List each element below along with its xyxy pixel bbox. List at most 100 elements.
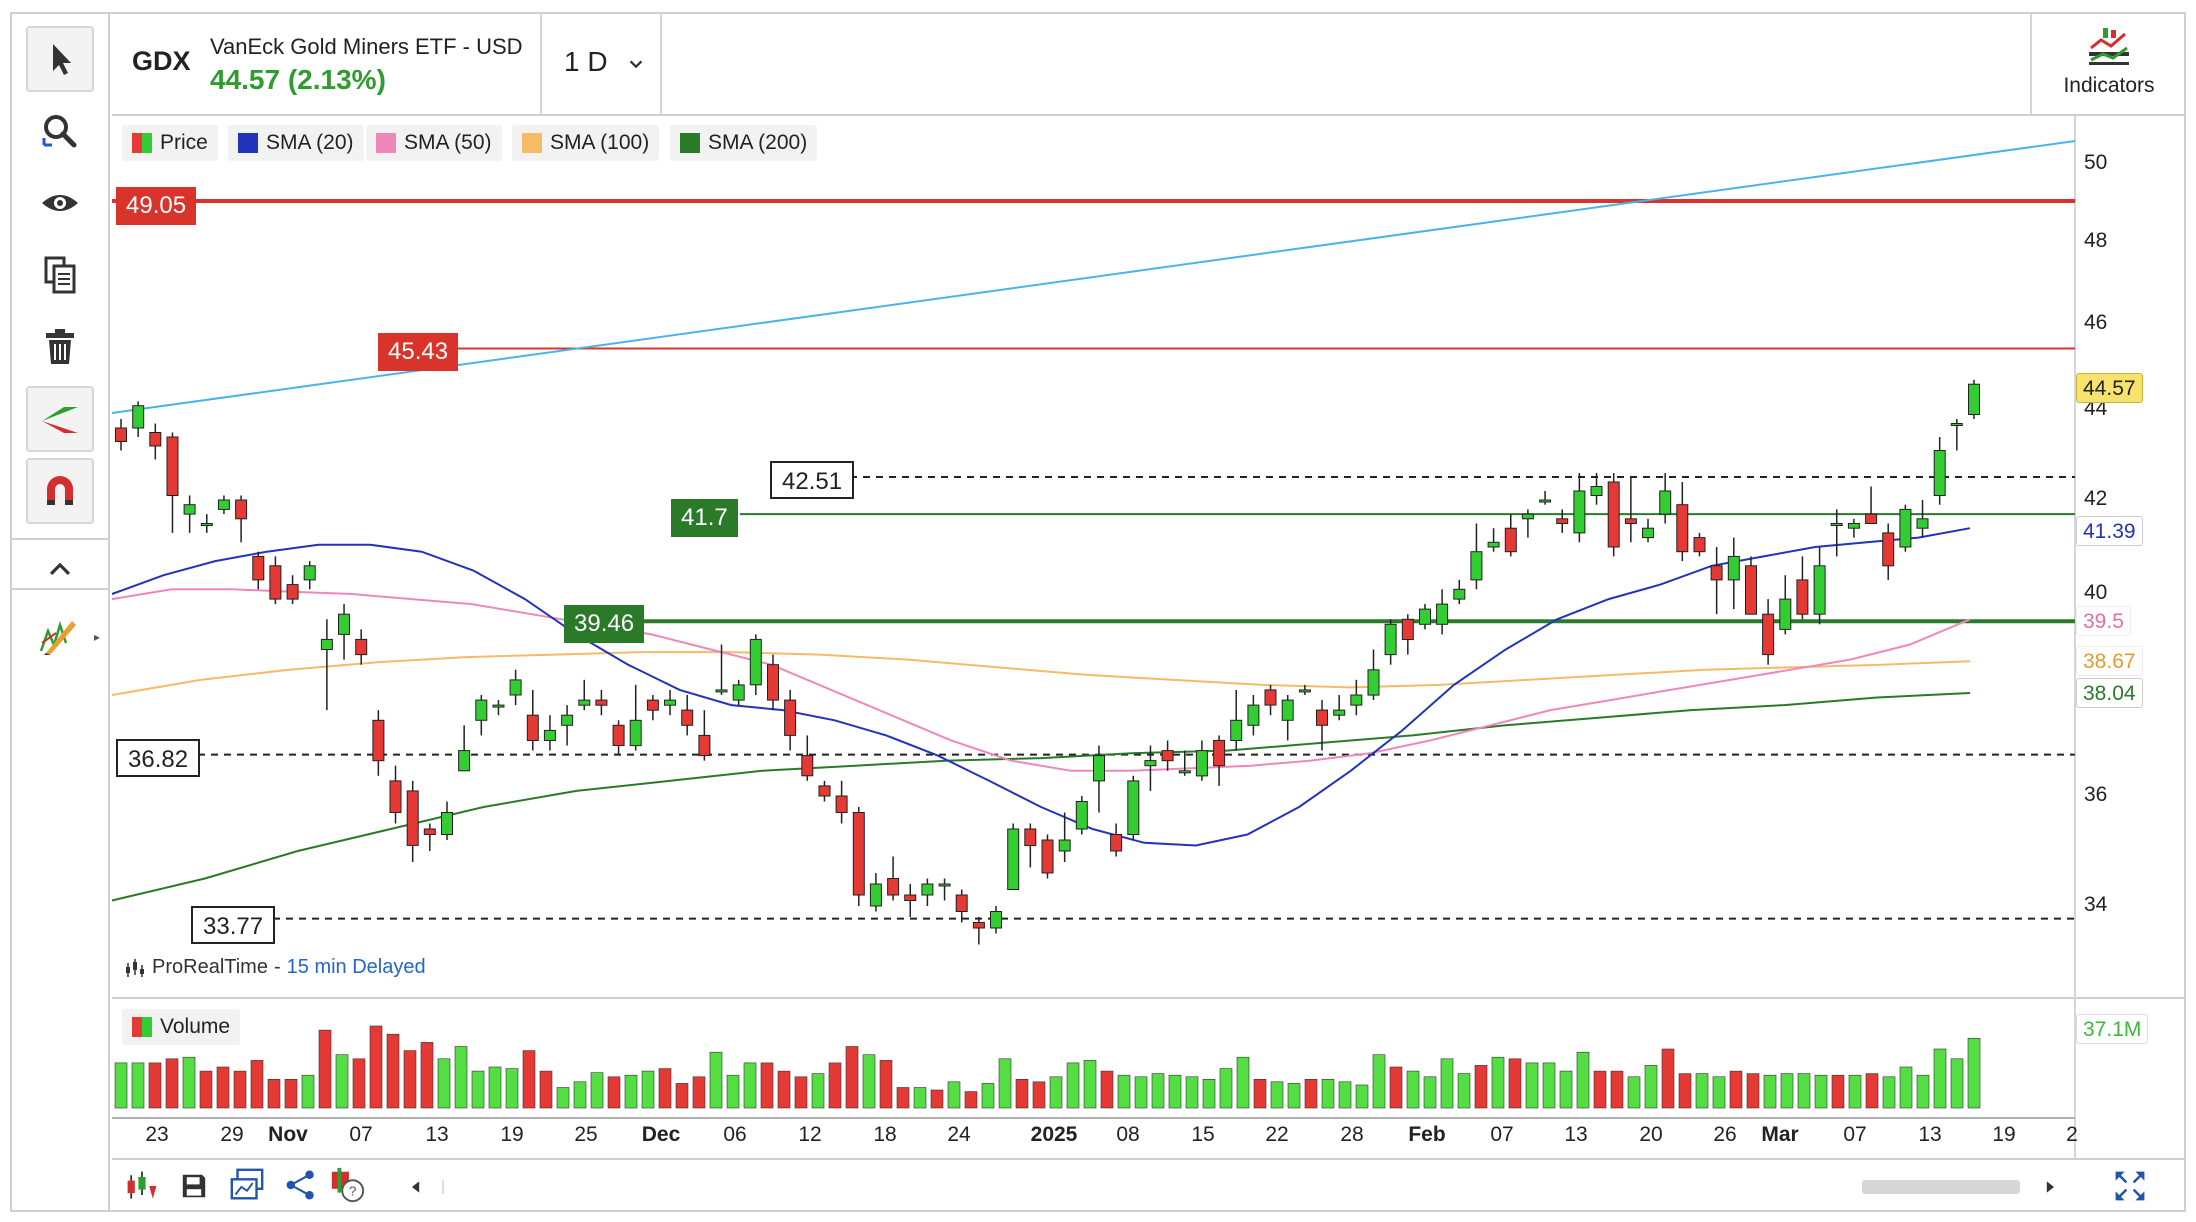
candle-body xyxy=(1882,532,1895,567)
price-change: 44.57 (2.13%) xyxy=(210,64,386,95)
source-label: ProRealTime xyxy=(152,956,268,978)
candle-body xyxy=(1813,565,1826,615)
x-tick-label: Nov xyxy=(268,1123,308,1146)
volume-bar xyxy=(1151,1073,1165,1109)
volume-bar xyxy=(420,1042,434,1109)
legend-label: SMA (50) xyxy=(404,131,492,154)
legend-item-sma-100[interactable]: SMA (100) xyxy=(512,125,660,161)
trendline-tool-button[interactable] xyxy=(26,386,94,452)
eye-icon xyxy=(42,195,78,211)
candle-body xyxy=(1316,709,1328,726)
x-tick-label: 26 xyxy=(1713,1123,1737,1146)
volume-bar xyxy=(1236,1056,1250,1109)
volume-bar xyxy=(1406,1070,1420,1109)
candle-body xyxy=(1504,527,1517,553)
volume-bar xyxy=(998,1058,1012,1109)
level-label-support[interactable]: 41.7 xyxy=(671,499,738,537)
volume-bar xyxy=(947,1081,961,1109)
volume-bar xyxy=(964,1091,978,1109)
magnet-tool-button[interactable] xyxy=(26,458,94,524)
candle-body xyxy=(132,405,145,429)
timeframe-select[interactable]: 1 D xyxy=(564,46,645,78)
volume-bar xyxy=(1627,1076,1641,1109)
sma50-tag: 39.5 xyxy=(2076,606,2131,636)
cursor-tool-button[interactable] xyxy=(26,26,94,92)
candle-body xyxy=(1899,508,1912,548)
volume-bar xyxy=(437,1058,451,1109)
legend-item-sma-20[interactable]: SMA (20) xyxy=(228,125,364,161)
help-icon[interactable]: ? xyxy=(328,1166,366,1204)
chart-type-icon[interactable] xyxy=(124,1168,160,1204)
volume-bar xyxy=(165,1058,179,1109)
volume-bar xyxy=(1712,1076,1726,1109)
candle-body xyxy=(1470,551,1483,581)
volume-bar xyxy=(658,1068,672,1109)
delete-tool-button[interactable] xyxy=(26,314,94,380)
scroll-left-icon[interactable] xyxy=(408,1179,424,1195)
data-source: ProRealTime - 15 min Delayed xyxy=(124,956,426,979)
sma200-tag: 38.04 xyxy=(2076,678,2143,708)
save-icon[interactable] xyxy=(178,1170,210,1202)
candle-body xyxy=(217,499,230,510)
drawing-tools-button[interactable]: ▸ xyxy=(26,602,100,668)
zoom-tool-button[interactable] xyxy=(26,98,94,164)
visibility-tool-button[interactable] xyxy=(26,170,94,236)
candle-body xyxy=(972,922,985,929)
trash-icon xyxy=(46,329,74,364)
volume-bar xyxy=(1474,1065,1488,1109)
candle-body xyxy=(509,679,522,696)
candle-body xyxy=(1281,699,1294,721)
fullscreen-icon[interactable] xyxy=(2112,1168,2148,1204)
layouts-icon[interactable] xyxy=(228,1166,266,1204)
candle-body xyxy=(389,780,402,814)
candle-body xyxy=(1727,555,1740,581)
share-icon[interactable] xyxy=(284,1168,318,1202)
level-label-dashed-mid[interactable]: 36.82 xyxy=(116,739,201,777)
x-tick-label: 24 xyxy=(947,1123,971,1146)
volume-bar xyxy=(641,1070,655,1109)
volume-bar xyxy=(403,1050,417,1109)
x-tick-label: 12 xyxy=(798,1123,822,1146)
volume-bar xyxy=(1933,1048,1947,1109)
x-tick-label: 20 xyxy=(1639,1123,1663,1146)
volume-bar xyxy=(386,1033,400,1109)
candle-body xyxy=(423,828,436,835)
level-label-dashed-high[interactable]: 42.51 xyxy=(770,461,855,499)
x-tick-label: 28 xyxy=(1340,1123,1364,1146)
volume-bar xyxy=(1916,1074,1930,1109)
level-label-dashed-low[interactable]: 33.77 xyxy=(191,906,276,944)
volume-bar xyxy=(1797,1073,1811,1109)
legend-item-sma-50[interactable]: SMA (50) xyxy=(366,125,502,161)
candle-body xyxy=(149,432,162,447)
copy-icon xyxy=(44,256,76,294)
drawing-toolbar: ▸ xyxy=(10,12,110,1212)
indicators-label: Indicators xyxy=(2063,74,2155,97)
legend-item-price[interactable]: Price xyxy=(122,125,218,161)
x-tick-label: 15 xyxy=(1191,1123,1215,1146)
level-label-resistance-high[interactable]: 49.05 xyxy=(116,187,197,225)
volume-bar xyxy=(369,1025,383,1109)
horizontal-scrollbar-thumb[interactable] xyxy=(1862,1180,2020,1194)
candle-body xyxy=(1830,523,1843,526)
volume-bar xyxy=(318,1029,332,1109)
copy-tool-button[interactable] xyxy=(26,242,94,308)
scroll-right-icon[interactable] xyxy=(2042,1179,2058,1195)
candle-body xyxy=(355,638,368,656)
level-label-support-2[interactable]: 39.46 xyxy=(564,605,645,643)
collapse-toolbar-button[interactable] xyxy=(26,546,94,594)
volume-bar xyxy=(1644,1065,1658,1109)
symbol-label[interactable]: GDX xyxy=(132,46,191,76)
legend-item-sma-200[interactable]: SMA (200) xyxy=(670,125,818,161)
x-tick-label: 29 xyxy=(220,1123,244,1146)
sma200-line xyxy=(111,692,1971,902)
volume-bar xyxy=(216,1066,230,1109)
volume-bar xyxy=(1287,1083,1301,1109)
level-label-resistance[interactable]: 45.43 xyxy=(378,333,459,371)
indicators-button[interactable]: Indicators xyxy=(2030,12,2186,114)
candle-body xyxy=(458,750,471,772)
candle-body xyxy=(441,812,453,835)
volume-bar xyxy=(862,1054,876,1109)
volume-bar xyxy=(1389,1066,1403,1109)
instrument-name: VanEck Gold Miners ETF - USD xyxy=(210,34,523,59)
